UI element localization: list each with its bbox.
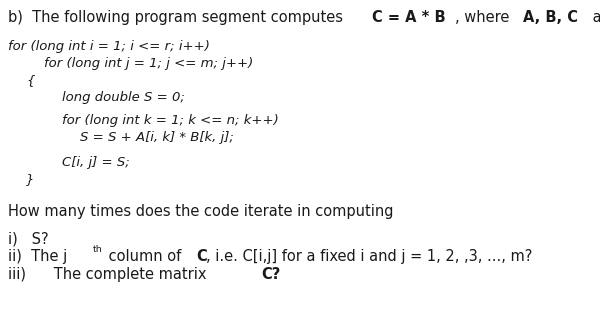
Text: b)  The following program segment computes: b) The following program segment compute… <box>8 10 347 25</box>
Text: iii)      The complete matrix: iii) The complete matrix <box>8 267 211 282</box>
Text: ii)  The j: ii) The j <box>8 249 67 264</box>
Text: How many times does the code iterate in computing: How many times does the code iterate in … <box>8 204 394 219</box>
Text: , i.e. C[i,j] for a fixed i and j = 1, 2, ,3, ..., m?: , i.e. C[i,j] for a fixed i and j = 1, 2… <box>206 249 532 264</box>
Text: C?: C? <box>262 267 281 282</box>
Text: for (long int j = 1; j <= m; j++): for (long int j = 1; j <= m; j++) <box>44 57 253 70</box>
Text: C = A * B: C = A * B <box>372 10 445 25</box>
Text: , where: , where <box>455 10 514 25</box>
Text: C: C <box>197 249 208 264</box>
Text: are matrices.: are matrices. <box>588 10 600 25</box>
Text: th: th <box>92 245 103 254</box>
Text: for (long int k = 1; k <= n; k++): for (long int k = 1; k <= n; k++) <box>62 114 279 127</box>
Text: for (long int i = 1; i <= r; i++): for (long int i = 1; i <= r; i++) <box>8 40 210 53</box>
Text: i)   S?: i) S? <box>8 231 49 246</box>
Text: long double S = 0;: long double S = 0; <box>62 91 185 104</box>
Text: C[i, j] = S;: C[i, j] = S; <box>62 156 130 169</box>
Text: A, B, C: A, B, C <box>523 10 578 25</box>
Text: S = S + A[i, k] * B[k, j];: S = S + A[i, k] * B[k, j]; <box>80 131 234 144</box>
Text: }: } <box>26 173 34 186</box>
Text: column of: column of <box>104 249 185 264</box>
Text: {: { <box>26 74 34 87</box>
